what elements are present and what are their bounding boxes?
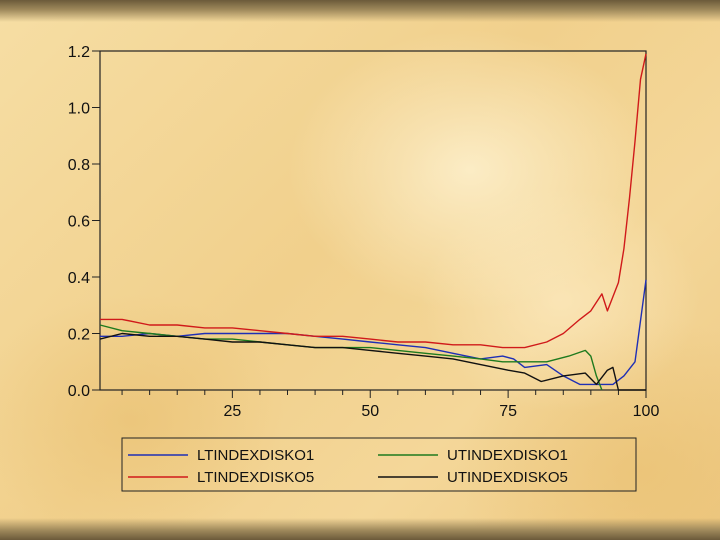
y-tick-label: 0.6 <box>68 214 90 231</box>
legend-label: UTINDEXDISKO5 <box>447 469 568 486</box>
x-axis: 25 50 75 100 <box>121 390 660 420</box>
series-layer <box>99 53 647 391</box>
y-tick-label: 0.4 <box>68 270 90 287</box>
series-line-utindexdisko1 <box>99 324 603 391</box>
legend-label: UTINDEXDISKO1 <box>447 447 568 464</box>
x-tick-label: 75 <box>499 403 517 420</box>
slide-top-shadow <box>0 0 720 22</box>
slide-bottom-shadow <box>0 518 720 540</box>
y-tick-label: 0.2 <box>68 327 90 344</box>
y-tick-label: 1.0 <box>68 101 90 118</box>
series-line-ltindexdisko5 <box>100 53 647 349</box>
legend: LTINDEXDISKO1 LTINDEXDISKO5 UTINDEXDISKO1 U… <box>121 437 637 492</box>
y-tick-label: 0.8 <box>68 157 90 174</box>
y-tick-label: 0.0 <box>68 383 90 400</box>
y-tick-label: 1.2 <box>68 44 90 61</box>
series-line-ltindexdisko1 <box>100 279 647 386</box>
x-tick-label: 50 <box>361 403 379 420</box>
legend-label: LTINDEXDISKO5 <box>197 469 314 486</box>
legend-label: LTINDEXDISKO1 <box>197 447 314 464</box>
x-tick-label: 25 <box>223 403 241 420</box>
x-tick-label: 100 <box>633 403 660 420</box>
legend-box <box>121 437 637 492</box>
y-axis: 0.0 0.2 0.4 0.6 0.8 1.0 1.2 <box>68 44 100 400</box>
series-line-utindexdisko5 <box>99 332 646 391</box>
